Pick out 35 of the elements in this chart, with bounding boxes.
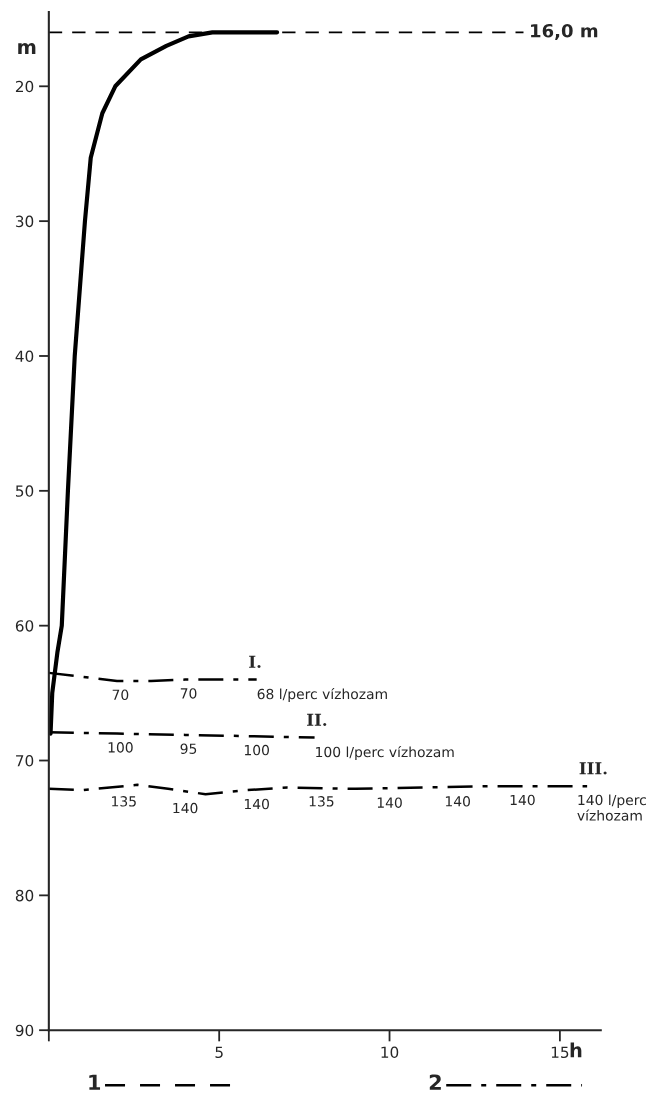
- series-label: III.: [579, 762, 607, 775]
- annotation: 140 l/perc vízhozam: [577, 794, 646, 821]
- y-axis-title: m: [18, 43, 36, 54]
- series-label: II.: [307, 713, 327, 727]
- annotation: 100 l/perc vízhozam: [316, 745, 454, 760]
- y-tick-label: 70: [16, 754, 34, 767]
- text: 1: [89, 1074, 101, 1090]
- y-tick-label: 50: [15, 485, 34, 497]
- annotation: 140: [244, 798, 269, 810]
- annotation: 135: [112, 796, 136, 807]
- y-tick-label: 60: [15, 620, 34, 632]
- text: 2: [429, 1074, 441, 1090]
- x-axis-title: h: [570, 1042, 582, 1058]
- annotation: 100: [244, 744, 269, 756]
- annotation: 140: [445, 796, 470, 807]
- series-label: I.: [249, 655, 261, 669]
- x-tick-label: 15: [551, 1046, 569, 1058]
- y-tick-label: 30: [15, 215, 34, 228]
- annotation: 140: [173, 802, 198, 814]
- annotation: 140: [377, 797, 402, 808]
- annotation: 70: [112, 689, 129, 701]
- line-series: [48, 783, 589, 796]
- x-tick-label: 10: [381, 1046, 399, 1058]
- x-tick-label: 5: [215, 1046, 223, 1058]
- annotation: 68 l/perc vízhozam: [257, 687, 387, 702]
- annotation: 135: [309, 796, 334, 807]
- y-tick-label: 90: [15, 1024, 34, 1037]
- ref-line-label: 16,0 m: [531, 23, 598, 40]
- annotation: 95: [180, 743, 197, 754]
- annotation: 100: [108, 742, 133, 753]
- annotation: 140: [510, 794, 535, 806]
- y-tick-label: 80: [15, 889, 34, 902]
- y-tick-label: 40: [15, 350, 34, 363]
- annotation: 70: [180, 688, 197, 699]
- y-tick-label: 20: [15, 80, 34, 93]
